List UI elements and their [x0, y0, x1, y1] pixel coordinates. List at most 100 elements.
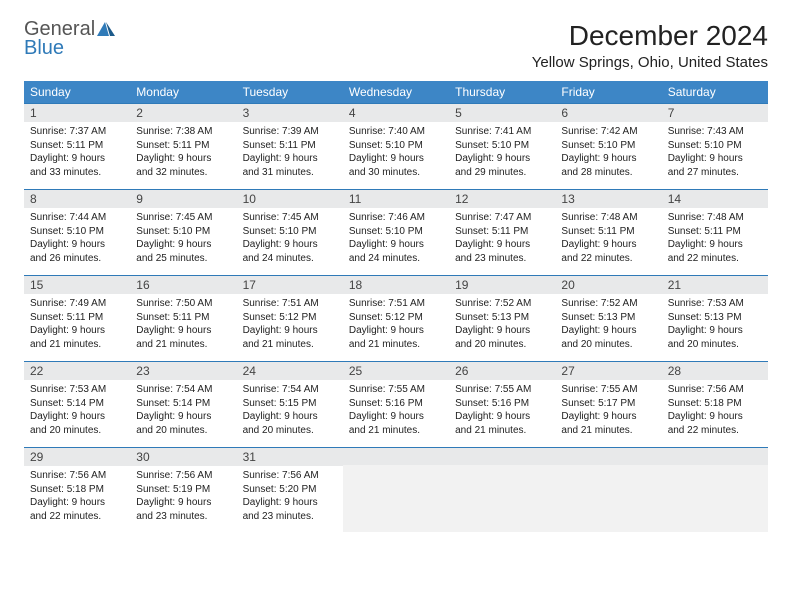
daylight-text: Daylight: 9 hours and 23 minutes.	[243, 496, 337, 523]
sunrise-text: Sunrise: 7:45 AM	[243, 211, 337, 225]
day-number: 20	[555, 276, 661, 294]
daylight-text: Daylight: 9 hours and 20 minutes.	[136, 410, 230, 437]
day-details: Sunrise: 7:41 AMSunset: 5:10 PMDaylight:…	[449, 122, 555, 189]
day-details: Sunrise: 7:56 AMSunset: 5:18 PMDaylight:…	[662, 380, 768, 447]
sunrise-text: Sunrise: 7:53 AM	[30, 383, 124, 397]
sunset-text: Sunset: 5:11 PM	[561, 225, 655, 239]
sunset-text: Sunset: 5:10 PM	[349, 225, 443, 239]
day-cell: 10Sunrise: 7:45 AMSunset: 5:10 PMDayligh…	[237, 190, 343, 276]
sunset-text: Sunset: 5:14 PM	[136, 397, 230, 411]
day-cell: 3Sunrise: 7:39 AMSunset: 5:11 PMDaylight…	[237, 104, 343, 190]
sunrise-text: Sunrise: 7:48 AM	[668, 211, 762, 225]
day-cell: 12Sunrise: 7:47 AMSunset: 5:11 PMDayligh…	[449, 190, 555, 276]
sail-icon	[97, 20, 115, 39]
day-cell: 16Sunrise: 7:50 AMSunset: 5:11 PMDayligh…	[130, 276, 236, 362]
sunset-text: Sunset: 5:11 PM	[455, 225, 549, 239]
sunset-text: Sunset: 5:11 PM	[243, 139, 337, 153]
sunset-text: Sunset: 5:10 PM	[349, 139, 443, 153]
weekday-header: Wednesday	[343, 81, 449, 104]
day-number: 6	[555, 104, 661, 122]
day-number: 13	[555, 190, 661, 208]
sunrise-text: Sunrise: 7:56 AM	[136, 469, 230, 483]
daylight-text: Daylight: 9 hours and 21 minutes.	[136, 324, 230, 351]
daylight-text: Daylight: 9 hours and 29 minutes.	[455, 152, 549, 179]
weekday-header: Monday	[130, 81, 236, 104]
week-row: 8Sunrise: 7:44 AMSunset: 5:10 PMDaylight…	[24, 190, 768, 276]
weekday-header: Tuesday	[237, 81, 343, 104]
day-cell: 1Sunrise: 7:37 AMSunset: 5:11 PMDaylight…	[24, 104, 130, 190]
day-number: 26	[449, 362, 555, 380]
day-number: 7	[662, 104, 768, 122]
day-number: 8	[24, 190, 130, 208]
sunset-text: Sunset: 5:13 PM	[561, 311, 655, 325]
day-details: Sunrise: 7:54 AMSunset: 5:15 PMDaylight:…	[237, 380, 343, 447]
sunset-text: Sunset: 5:10 PM	[561, 139, 655, 153]
day-details: Sunrise: 7:44 AMSunset: 5:10 PMDaylight:…	[24, 208, 130, 275]
day-details: Sunrise: 7:42 AMSunset: 5:10 PMDaylight:…	[555, 122, 661, 189]
sunset-text: Sunset: 5:18 PM	[30, 483, 124, 497]
sunrise-text: Sunrise: 7:47 AM	[455, 211, 549, 225]
sunset-text: Sunset: 5:11 PM	[30, 311, 124, 325]
day-cell: 18Sunrise: 7:51 AMSunset: 5:12 PMDayligh…	[343, 276, 449, 362]
week-row: 29 Sunrise: 7:56 AM Sunset: 5:18 PM Dayligh…	[24, 448, 768, 534]
day-number: 29	[24, 448, 130, 466]
day-number: 4	[343, 104, 449, 122]
day-cell: 2Sunrise: 7:38 AMSunset: 5:11 PMDaylight…	[130, 104, 236, 190]
day-cell: 26Sunrise: 7:55 AMSunset: 5:16 PMDayligh…	[449, 362, 555, 448]
empty-day	[555, 465, 661, 532]
day-number: 5	[449, 104, 555, 122]
daylight-text: Daylight: 9 hours and 24 minutes.	[243, 238, 337, 265]
day-details: Sunrise: 7:39 AMSunset: 5:11 PMDaylight:…	[237, 122, 343, 189]
sunrise-text: Sunrise: 7:42 AM	[561, 125, 655, 139]
sunrise-text: Sunrise: 7:56 AM	[668, 383, 762, 397]
daylight-text: Daylight: 9 hours and 26 minutes.	[30, 238, 124, 265]
sunset-text: Sunset: 5:10 PM	[455, 139, 549, 153]
day-number: 14	[662, 190, 768, 208]
sunset-text: Sunset: 5:10 PM	[243, 225, 337, 239]
daylight-text: Daylight: 9 hours and 20 minutes.	[243, 410, 337, 437]
day-cell: 14Sunrise: 7:48 AMSunset: 5:11 PMDayligh…	[662, 190, 768, 276]
sunrise-text: Sunrise: 7:52 AM	[561, 297, 655, 311]
day-cell	[449, 448, 555, 534]
sunrise-text: Sunrise: 7:37 AM	[30, 125, 124, 139]
empty-day	[449, 465, 555, 532]
day-number: 1	[24, 104, 130, 122]
sunrise-text: Sunrise: 7:54 AM	[243, 383, 337, 397]
day-details: Sunrise: 7:55 AMSunset: 5:17 PMDaylight:…	[555, 380, 661, 447]
title-block: December 2024 Yellow Springs, Ohio, Unit…	[532, 20, 768, 71]
day-details: Sunrise: 7:51 AMSunset: 5:12 PMDaylight:…	[343, 294, 449, 361]
day-cell: 22Sunrise: 7:53 AMSunset: 5:14 PMDayligh…	[24, 362, 130, 448]
day-cell: 29Sunrise: 7:56 AMSunset: 5:18 PMDayligh…	[24, 448, 130, 534]
day-cell: 4 Sunrise: 7:40 AMSunset: 5:10 PMDaylight…	[343, 104, 449, 190]
brand-blue: Blue	[24, 37, 64, 59]
calendar-table: Sunday Monday Tuesday Wednesday Thursday…	[24, 81, 768, 533]
day-details: Sunrise: 7:56 AMSunset: 5:20 PMDaylight:…	[237, 466, 343, 533]
sunrise-text: Sunrise: 7:46 AM	[349, 211, 443, 225]
weekday-header: Saturday	[662, 81, 768, 104]
sunset-text: Sunset: 5:10 PM	[668, 139, 762, 153]
sunrise-text: Sunrise: 7:54 AM	[136, 383, 230, 397]
daylight-text: Daylight: 9 hours and 30 minutes.	[349, 152, 443, 179]
day-number: 2	[130, 104, 236, 122]
day-details: Sunrise: 7:54 AMSunset: 5:14 PMDaylight:…	[130, 380, 236, 447]
sunset-text: Sunset: 5:16 PM	[455, 397, 549, 411]
sunset-text: Sunset: 5:14 PM	[30, 397, 124, 411]
empty-daynum	[449, 448, 555, 465]
sunset-text: Sunset: 5:10 PM	[30, 225, 124, 239]
sunrise-text: Sunrise: 7:40 AM	[349, 125, 443, 139]
location-text: Yellow Springs, Ohio, United States	[532, 54, 768, 71]
sunset-text: Sunset: 5:19 PM	[136, 483, 230, 497]
day-number: 9	[130, 190, 236, 208]
sunset-text: Sunset: 5:10 PM	[136, 225, 230, 239]
day-number: 17	[237, 276, 343, 294]
day-details: Sunrise: 7:45 AMSunset: 5:10 PMDaylight:…	[237, 208, 343, 275]
day-details: Sunrise: 7:52 AMSunset: 5:13 PMDaylight:…	[555, 294, 661, 361]
day-details: Sunrise: 7:45 AMSunset: 5:10 PMDaylight:…	[130, 208, 236, 275]
daylight-text: Daylight: 9 hours and 21 minutes.	[30, 324, 124, 351]
sunset-text: Sunset: 5:18 PM	[668, 397, 762, 411]
day-details: Sunrise: 7:56 AMSunset: 5:19 PMDaylight:…	[130, 466, 236, 533]
day-cell: 30Sunrise: 7:56 AMSunset: 5:19 PMDayligh…	[130, 448, 236, 534]
sunset-text: Sunset: 5:12 PM	[349, 311, 443, 325]
day-cell: 31Sunrise: 7:56 AMSunset: 5:20 PMDayligh…	[237, 448, 343, 534]
day-details: Sunrise: 7:55 AMSunset: 5:16 PMDaylight:…	[343, 380, 449, 447]
